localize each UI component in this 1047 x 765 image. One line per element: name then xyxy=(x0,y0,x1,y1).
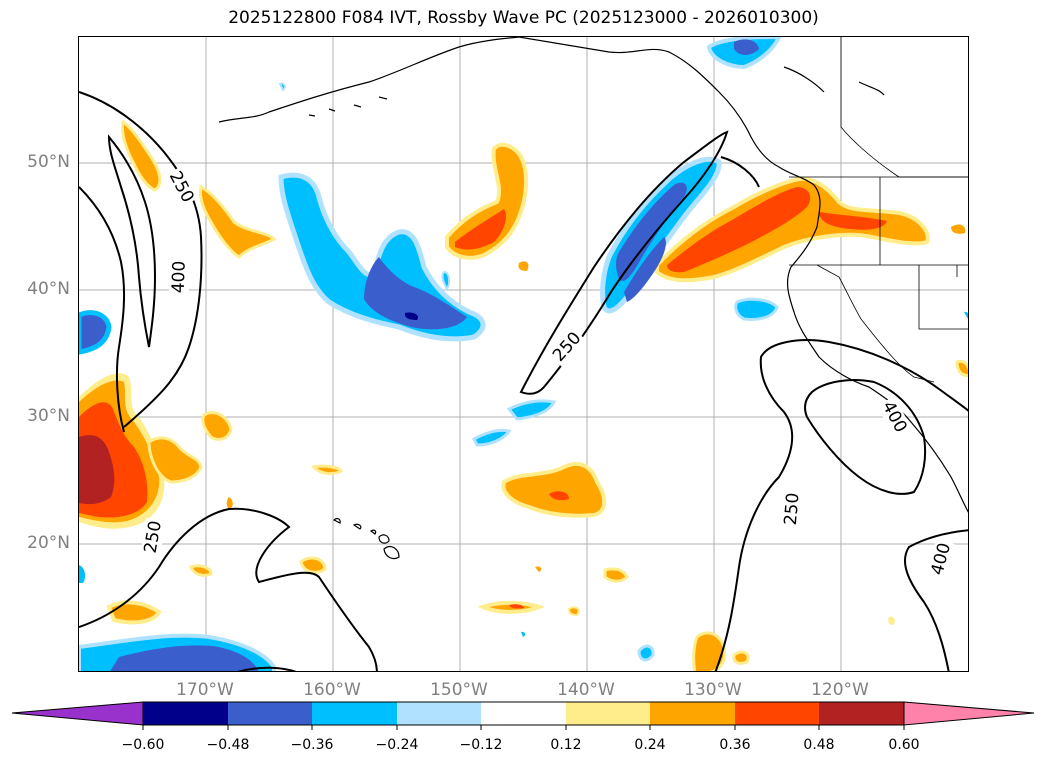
contour-label: 250 xyxy=(780,489,804,529)
lon-label-130w: 130°W xyxy=(684,680,742,700)
colorbar-swatch xyxy=(397,702,481,725)
map-canvas xyxy=(79,37,968,671)
colorbar-tick: −0.24 xyxy=(375,737,419,753)
negative-anomaly-regions xyxy=(79,37,968,671)
lon-label-150w: 150°W xyxy=(430,680,488,700)
coastlines xyxy=(218,37,968,513)
positive-anomaly-regions xyxy=(79,119,968,671)
colorbar-tick: 0.36 xyxy=(719,737,751,753)
colorbar-swatch xyxy=(312,702,397,725)
lon-label-170w: 170°W xyxy=(176,680,234,700)
lon-label-160w: 160°W xyxy=(303,680,361,700)
contour-label: 400 xyxy=(168,258,190,296)
colorbar xyxy=(11,701,1035,730)
map-title: 2025122800 F084 IVT, Rossby Wave PC (202… xyxy=(228,8,819,28)
lat-label-50n: 50°N xyxy=(27,152,70,172)
hawaii-islands xyxy=(332,517,400,560)
lat-label-30n: 30°N xyxy=(27,406,70,426)
colorbar-swatch xyxy=(819,702,904,725)
colorbar-extend-min xyxy=(11,701,144,726)
colorbar-tick: −0.60 xyxy=(121,737,165,753)
colorbar-tick: 0.12 xyxy=(550,737,582,753)
colorbar-tick: 0.24 xyxy=(634,737,666,753)
gridlines xyxy=(79,37,968,671)
lon-label-140w: 140°W xyxy=(557,680,615,700)
colorbar-tick: 0.48 xyxy=(803,737,835,753)
lat-label-40n: 40°N xyxy=(27,279,70,299)
colorbar-tick: −0.48 xyxy=(206,737,250,753)
colorbar-tick: −0.12 xyxy=(459,737,503,753)
lat-label-20n: 20°N xyxy=(27,533,70,553)
borders xyxy=(789,37,968,383)
colorbar-swatch xyxy=(735,702,819,725)
colorbar-tick: −0.36 xyxy=(290,737,334,753)
colorbar-swatch xyxy=(566,702,650,725)
colorbar-swatch xyxy=(228,702,312,725)
colorbar-swatch xyxy=(143,702,228,725)
colorbar-tick: 0.60 xyxy=(888,737,920,753)
colorbar-extend-max xyxy=(903,701,1035,726)
lon-label-120w: 120°W xyxy=(811,680,869,700)
colorbar-swatch xyxy=(481,702,566,725)
map-panel[interactable]: 250 400 250 400 250 250 400 xyxy=(78,36,969,672)
colorbar-swatch xyxy=(650,702,735,725)
